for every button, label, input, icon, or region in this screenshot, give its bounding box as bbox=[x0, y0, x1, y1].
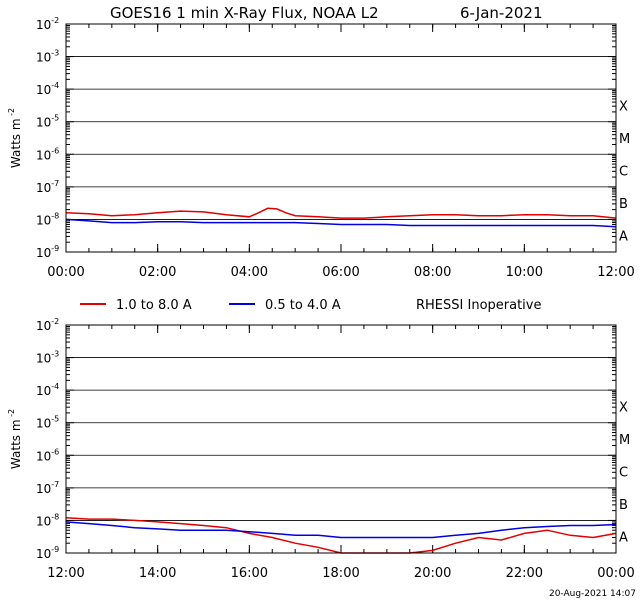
y-tick-exponent: -4 bbox=[51, 81, 59, 90]
x-tick-label: 16:00 bbox=[231, 566, 268, 581]
flare-class-label: B bbox=[619, 197, 628, 212]
y-tick-exponent: -2 bbox=[51, 317, 59, 326]
y-tick-base: 10 bbox=[36, 148, 51, 162]
y-tick-label: 10-6 bbox=[36, 447, 59, 463]
y-tick-base: 10 bbox=[36, 384, 51, 398]
y-tick-label: 10-9 bbox=[36, 244, 59, 260]
y-tick-exponent: -7 bbox=[51, 480, 59, 489]
y-tick-exponent: -5 bbox=[51, 114, 59, 123]
legend: 1.0 to 8.0 A 0.5 to 4.0 A RHESSI Inopera… bbox=[80, 298, 541, 313]
y-tick-exponent: -4 bbox=[51, 382, 59, 391]
y-tick-exponent: -5 bbox=[51, 415, 59, 424]
y-tick-base: 10 bbox=[36, 514, 51, 528]
y-tick-label: 10-7 bbox=[36, 179, 59, 195]
bottom-panel: 10-210-310-410-510-610-710-810-9XMCBA12:… bbox=[7, 317, 635, 581]
y-tick-label: 10-7 bbox=[36, 480, 59, 496]
flare-class-label: X bbox=[619, 400, 628, 415]
legend-note: RHESSI Inoperative bbox=[416, 298, 541, 313]
y-axis-label-text: Watts m bbox=[9, 419, 23, 469]
y-tick-base: 10 bbox=[36, 246, 51, 260]
y-tick-base: 10 bbox=[36, 482, 51, 496]
x-tick-label: 00:00 bbox=[597, 566, 634, 581]
flare-class-label: X bbox=[619, 99, 628, 114]
y-tick-exponent: -8 bbox=[51, 211, 59, 220]
y-axis-label-text: Watts m bbox=[9, 118, 23, 168]
y-axis-label: Watts m -2 bbox=[7, 108, 23, 168]
y-tick-base: 10 bbox=[36, 213, 51, 227]
y-tick-label: 10-2 bbox=[36, 317, 59, 333]
y-tick-label: 10-8 bbox=[36, 211, 59, 227]
y-tick-label: 10-6 bbox=[36, 146, 59, 162]
flare-class-label: M bbox=[619, 132, 630, 147]
y-tick-label: 10-8 bbox=[36, 512, 59, 528]
y-tick-base: 10 bbox=[36, 51, 51, 65]
y-tick-base: 10 bbox=[36, 83, 51, 97]
y-tick-base: 10 bbox=[36, 352, 51, 366]
y-axis-label-exponent: -2 bbox=[7, 108, 16, 119]
x-tick-label: 22:00 bbox=[506, 566, 543, 581]
y-tick-label: 10-4 bbox=[36, 382, 59, 398]
y-tick-exponent: -8 bbox=[51, 512, 59, 521]
y-tick-label: 10-5 bbox=[36, 415, 59, 431]
y-tick-exponent: -9 bbox=[51, 545, 59, 554]
x-tick-label: 12:00 bbox=[597, 265, 634, 280]
legend-label-long-channel: 1.0 to 8.0 A bbox=[116, 298, 192, 313]
series-line-short-channel bbox=[65, 521, 617, 539]
legend-label-short-channel: 0.5 to 4.0 A bbox=[265, 298, 341, 313]
footer-timestamp: 20-Aug-2021 14:07 bbox=[549, 589, 636, 599]
flare-class-label: C bbox=[619, 165, 628, 180]
chart-date: 6-Jan-2021 bbox=[460, 4, 543, 22]
x-tick-label: 10:00 bbox=[506, 265, 543, 280]
x-tick-label: 14:00 bbox=[139, 566, 176, 581]
y-tick-exponent: -7 bbox=[51, 179, 59, 188]
x-tick-label: 00:00 bbox=[47, 265, 84, 280]
x-tick-label: 02:00 bbox=[139, 265, 176, 280]
x-tick-label: 06:00 bbox=[322, 265, 359, 280]
y-tick-exponent: -6 bbox=[51, 447, 59, 456]
plot-frame bbox=[65, 23, 617, 253]
y-tick-exponent: -9 bbox=[51, 244, 59, 253]
y-tick-base: 10 bbox=[36, 116, 51, 130]
x-tick-label: 18:00 bbox=[322, 566, 359, 581]
top-panel: 10-210-310-410-510-610-710-810-9XMCBA00:… bbox=[7, 16, 635, 280]
flare-class-label: C bbox=[619, 466, 628, 481]
x-tick-label: 08:00 bbox=[414, 265, 451, 280]
y-tick-label: 10-3 bbox=[36, 49, 59, 65]
y-tick-base: 10 bbox=[36, 417, 51, 431]
y-tick-base: 10 bbox=[36, 547, 51, 561]
y-tick-base: 10 bbox=[36, 449, 51, 463]
flare-class-label: M bbox=[619, 433, 630, 448]
y-axis-label-exponent: -2 bbox=[7, 409, 16, 420]
plot-frame bbox=[65, 324, 617, 554]
y-tick-exponent: -3 bbox=[51, 49, 59, 58]
y-tick-label: 10-3 bbox=[36, 350, 59, 366]
y-tick-label: 10-2 bbox=[36, 16, 59, 32]
x-tick-label: 04:00 bbox=[231, 265, 268, 280]
flare-class-label: A bbox=[619, 230, 628, 245]
x-tick-label: 12:00 bbox=[47, 566, 84, 581]
y-tick-base: 10 bbox=[36, 181, 51, 195]
series-line-long-channel bbox=[65, 207, 617, 219]
x-tick-label: 20:00 bbox=[414, 566, 451, 581]
flare-class-label: A bbox=[619, 531, 628, 546]
y-tick-exponent: -6 bbox=[51, 146, 59, 155]
series-line-short-channel bbox=[65, 218, 617, 228]
y-tick-label: 10-4 bbox=[36, 81, 59, 97]
y-tick-exponent: -2 bbox=[51, 16, 59, 25]
y-tick-base: 10 bbox=[36, 18, 51, 32]
y-tick-label: 10-5 bbox=[36, 114, 59, 130]
y-axis-label: Watts m -2 bbox=[7, 409, 23, 469]
flare-class-label: B bbox=[619, 498, 628, 513]
y-tick-exponent: -3 bbox=[51, 350, 59, 359]
y-tick-base: 10 bbox=[36, 319, 51, 333]
y-tick-label: 10-9 bbox=[36, 545, 59, 561]
chart-title: GOES16 1 min X-Ray Flux, NOAA L2 bbox=[110, 4, 379, 22]
